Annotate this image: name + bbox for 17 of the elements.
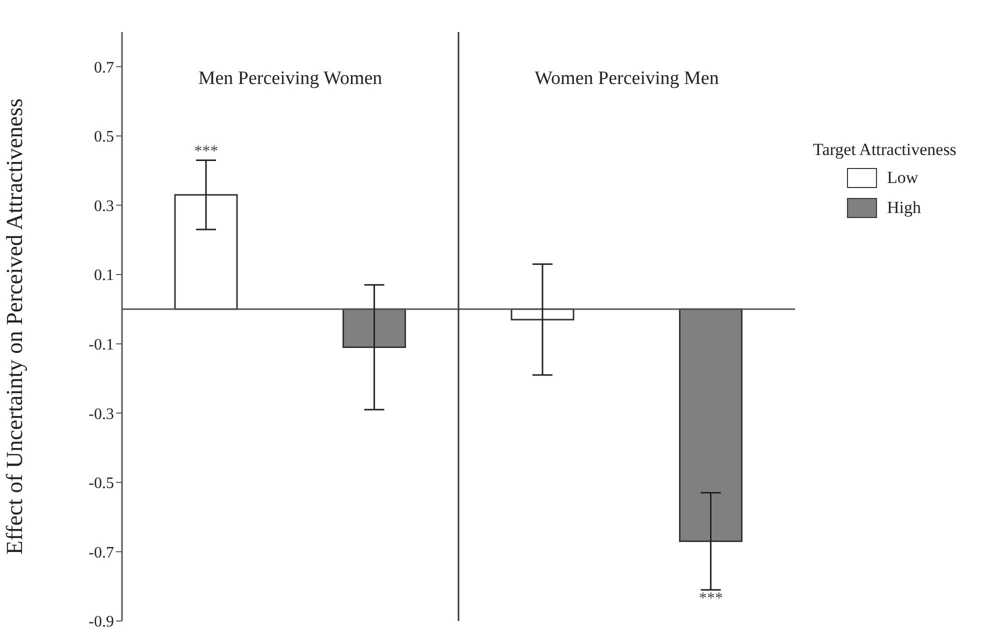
y-tick-label: -0.1 (88, 336, 114, 354)
data-label: *** (194, 143, 218, 160)
y-tick-label: -0.7 (88, 544, 114, 562)
annotation: Men Perceiving Women (198, 68, 382, 90)
legend-label: Low (887, 168, 918, 188)
legend-label: High (887, 198, 921, 218)
y-tick-label: -0.9 (88, 614, 114, 628)
y-tick-label: 0.3 (94, 198, 114, 215)
y-tick-label: -0.5 (88, 475, 114, 492)
annotation: Women Perceiving Men (534, 68, 719, 90)
y-tick-label: -0.3 (88, 406, 114, 423)
y-axis-title: Effect of Uncertainty on Perceived Attractiveness (2, 98, 27, 555)
y-tick-label: 0.5 (94, 128, 114, 146)
data-label: *** (698, 590, 723, 607)
legend-title: Target Attractiveness (813, 140, 958, 160)
y-tick-label: 0.1 (94, 267, 114, 284)
y-tick-label: 0.7 (94, 59, 114, 76)
